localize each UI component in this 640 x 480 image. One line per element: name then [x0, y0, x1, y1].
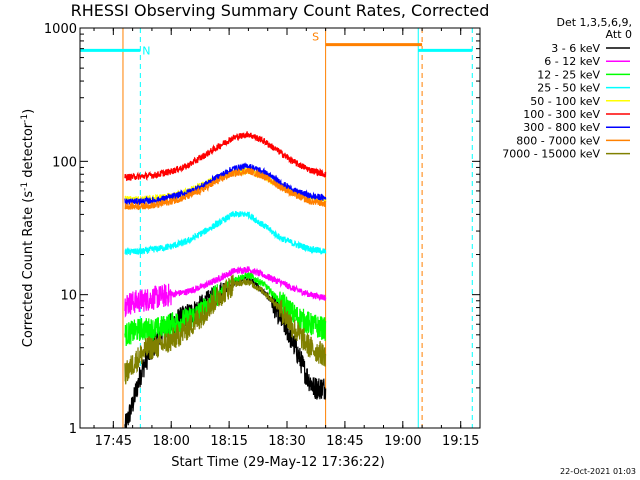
- y-axis-label-part1: Corrected Count Rate (s: [21, 191, 36, 348]
- observing-mode-bars: NS: [80, 31, 473, 57]
- mode-bar-label-0: N: [142, 44, 150, 57]
- y-axis-label-sup1: -1: [20, 182, 30, 191]
- y-axis-label: Corrected Count Rate (s-1 detector-1): [20, 109, 36, 347]
- x-tick-label-1: 18:00: [152, 434, 189, 449]
- series-line-1: [124, 266, 327, 318]
- series-line-3: [124, 210, 327, 256]
- x-tick-label-2: 18:15: [210, 434, 247, 449]
- legend-header-line2: Att 0: [606, 28, 632, 41]
- x-tick-label-0: 17:45: [95, 434, 132, 449]
- x-axis: 17:45 18:00 18:15 18:30 18:45 19:00 19:15: [93, 28, 481, 449]
- y-tick-label-1: 10: [60, 289, 77, 304]
- series-line-7: [124, 167, 327, 211]
- y-tick-label-3: 1000: [44, 22, 77, 37]
- mode-bar-label-1: S: [312, 31, 319, 44]
- y-tick-label-0: 1: [69, 422, 77, 437]
- x-tick-label-4: 18:45: [326, 434, 363, 449]
- footer-date: 22-Oct-2021 01:03: [560, 467, 636, 476]
- legend-label-3: 25 - 50 keV: [537, 82, 600, 95]
- y-axis-label-part2: detector: [21, 122, 36, 182]
- legend-label-8: 7000 - 15000 keV: [502, 148, 600, 161]
- x-axis-label: Start Time (29-May-12 17:36:22): [171, 455, 385, 470]
- x-tick-label-5: 19:00: [384, 434, 421, 449]
- legend-label-0: 3 - 6 keV: [551, 42, 600, 55]
- x-tick-label-6: 19:15: [442, 434, 479, 449]
- series-line-8: [124, 274, 327, 385]
- legend-label-6: 300 - 800 keV: [523, 121, 600, 134]
- y-tick-label-2: 100: [52, 155, 77, 170]
- legend-label-1: 6 - 12 keV: [544, 55, 600, 68]
- legend-label-5: 100 - 300 keV: [523, 108, 600, 121]
- chart-title: RHESSI Observing Summary Count Rates, Co…: [71, 1, 490, 20]
- legend-label-2: 12 - 25 keV: [537, 68, 600, 81]
- series-line-5: [124, 131, 327, 182]
- y-axis: 1 10 100 1000: [44, 22, 480, 437]
- y-axis-label-part3: ): [21, 109, 36, 114]
- legend-label-7: 800 - 7000 keV: [516, 134, 600, 147]
- x-tick-label-3: 18:30: [268, 434, 305, 449]
- plot-frame: [79, 27, 481, 429]
- legend-label-4: 50 - 100 keV: [530, 95, 600, 108]
- series-line-6: [124, 162, 327, 206]
- y-axis-label-sup2: -1: [20, 114, 30, 123]
- legend-header-line1: Det 1,3,5,6,9,: [556, 16, 632, 29]
- series-group: [124, 131, 327, 429]
